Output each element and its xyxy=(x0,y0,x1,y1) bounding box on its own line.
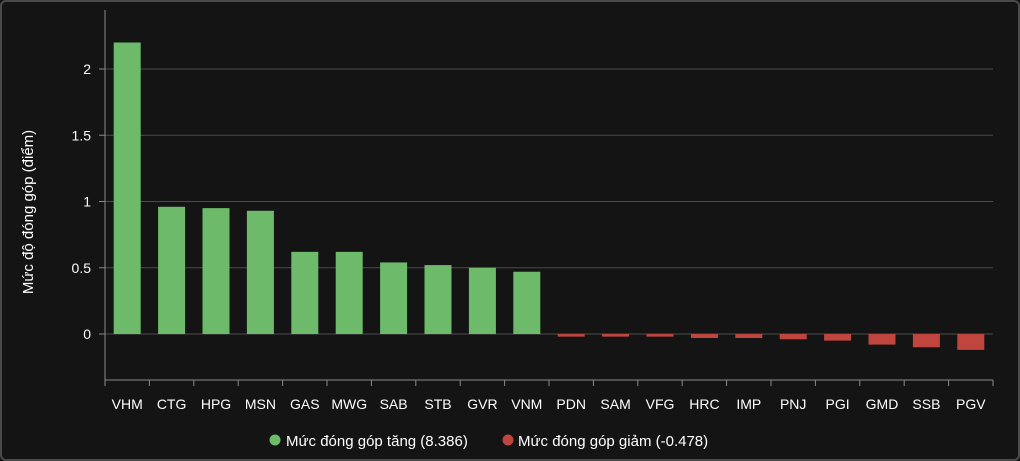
x-tick-label: PNJ xyxy=(780,396,806,412)
y-axis-label: Mức độ đóng góp (điểm) xyxy=(20,130,37,294)
x-tick-label: GAS xyxy=(290,396,320,412)
legend-label: Mức đóng góp tăng (8.386) xyxy=(286,433,468,450)
bar-stb xyxy=(424,265,452,334)
x-tick-labels: VHM CTG HPG MSN GAS MWG SAB STB GVR VNM PDN SAM VFG H… xyxy=(104,380,994,412)
bar-pgv xyxy=(957,334,985,350)
bar-pdn xyxy=(557,334,585,337)
legend-label: Mức đóng góp giảm (-0.478) xyxy=(518,433,708,450)
x-tick-label: PGI xyxy=(826,396,850,412)
x-tick-label: PDN xyxy=(556,396,586,412)
bar-ssb xyxy=(912,334,940,348)
y-tick-label: 1 xyxy=(83,194,91,210)
legend-marker xyxy=(269,434,281,446)
bar-gvr xyxy=(468,267,496,334)
x-tick-label: HPG xyxy=(201,396,231,412)
y-tick-labels: 0 0.5 1 1.5 2 xyxy=(72,61,92,342)
bar-ctg xyxy=(158,206,186,334)
y-tick-label: 0.5 xyxy=(72,260,92,276)
bar-vfg xyxy=(646,334,674,337)
x-tick-label: VNM xyxy=(511,396,542,412)
x-tick-label: MSN xyxy=(245,396,276,412)
x-tick-label: MWG xyxy=(331,396,367,412)
x-tick-label: IMP xyxy=(736,396,761,412)
bar-pnj xyxy=(779,334,807,340)
legend: Mức đóng góp tăng (8.386) Mức đóng góp gi… xyxy=(269,433,708,450)
x-tick-label: PGV xyxy=(956,396,986,412)
x-tick-label: SAB xyxy=(380,396,408,412)
bar-vnm xyxy=(513,271,541,334)
y-tick-label: 1.5 xyxy=(72,127,92,143)
legend-marker xyxy=(502,434,514,446)
x-tick-label: SAM xyxy=(600,396,630,412)
x-tick-label: GVR xyxy=(467,396,497,412)
bar-imp xyxy=(735,334,763,338)
bars xyxy=(113,42,985,350)
x-tick-label: VHM xyxy=(112,396,143,412)
x-tick-label: CTG xyxy=(157,396,187,412)
x-tick-label: STB xyxy=(424,396,451,412)
bar-hpg xyxy=(202,208,230,334)
gridlines xyxy=(99,68,993,335)
bar-sam xyxy=(602,334,630,337)
x-tick-label: SSB xyxy=(912,396,940,412)
x-tick-label: VFG xyxy=(646,396,675,412)
x-tick-label: GMD xyxy=(866,396,899,412)
axes xyxy=(104,10,993,381)
x-tick-label: HRC xyxy=(689,396,719,412)
bar-pgi xyxy=(824,334,852,341)
bar-gas xyxy=(291,251,319,334)
bar-msn xyxy=(246,210,274,334)
bar-sab xyxy=(380,262,408,334)
bar-mwg xyxy=(335,251,363,334)
y-tick-label: 0 xyxy=(83,326,91,342)
bar-hrc xyxy=(690,334,718,338)
bar-gmd xyxy=(868,334,896,345)
bar-vhm xyxy=(113,42,141,334)
y-tick-label: 2 xyxy=(83,61,91,77)
